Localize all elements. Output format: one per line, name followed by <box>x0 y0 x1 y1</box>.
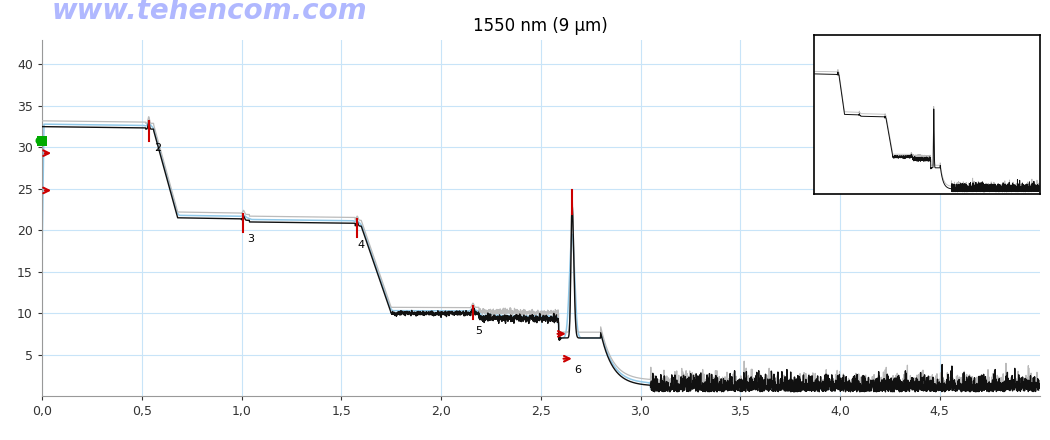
Text: 4: 4 <box>357 240 364 250</box>
Text: www.tehencom.com: www.tehencom.com <box>52 0 368 26</box>
Text: 3: 3 <box>248 235 254 244</box>
Text: 5: 5 <box>475 326 482 336</box>
Text: 6: 6 <box>574 364 582 374</box>
Title: 1550 nm (9 µm): 1550 nm (9 µm) <box>474 17 608 35</box>
Text: 2: 2 <box>153 143 161 153</box>
